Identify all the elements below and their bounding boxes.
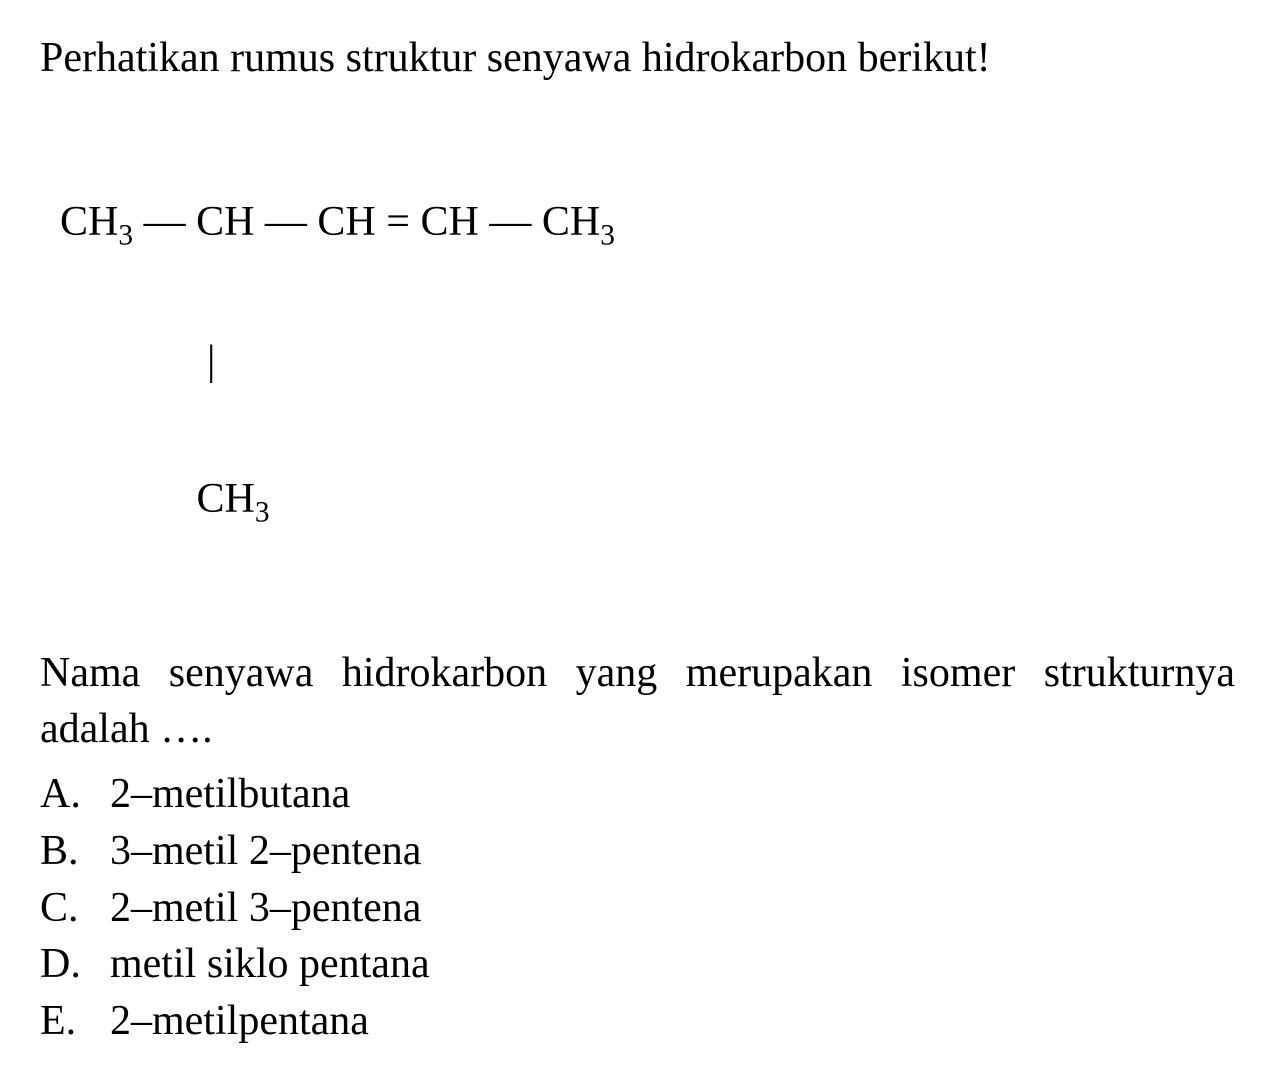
option-text: 2–metilpentana — [110, 993, 369, 1050]
option-text: metil siklo pentana — [110, 936, 430, 993]
question-prompt: Nama senyawa hidrokarbon yang merupakan … — [40, 645, 1235, 758]
option-text: 2–metilbutana — [110, 766, 350, 823]
page: Perhatikan rumus struktur senyawa hidrok… — [0, 0, 1275, 1080]
option-letter: A. — [40, 766, 110, 823]
option-letter: E. — [40, 993, 110, 1050]
group-ch3: CH3 — [197, 476, 270, 522]
formula-line-3: CH3 — [60, 476, 1235, 522]
group-ch3: CH3 — [542, 199, 615, 245]
option-c: C. 2–metil 3–pentena — [40, 880, 1235, 937]
option-text: 2–metil 3–pentena — [110, 880, 421, 937]
group-ch: CH — [317, 199, 375, 245]
group-ch3: CH3 — [60, 199, 133, 245]
option-e: E. 2–metilpentana — [40, 993, 1235, 1050]
bond-single: — — [479, 199, 542, 245]
option-letter: C. — [40, 880, 110, 937]
bond-single: — — [133, 199, 196, 245]
formula-line-1: CH3 — CH — CH = CH — CH3 — [60, 199, 1235, 245]
formula-line-2: | — [60, 338, 1235, 384]
bond-single: — — [254, 199, 317, 245]
option-letter: B. — [40, 823, 110, 880]
option-text: 3–metil 2–pentena — [110, 823, 421, 880]
bond-double: = — [376, 199, 421, 245]
option-a: A. 2–metilbutana — [40, 766, 1235, 823]
options-list: A. 2–metilbutana B. 3–metil 2–pentena C.… — [40, 766, 1235, 1049]
option-b: B. 3–metil 2–pentena — [40, 823, 1235, 880]
question-stem: Perhatikan rumus struktur senyawa hidrok… — [40, 30, 1235, 87]
group-ch: CH — [420, 199, 478, 245]
option-letter: D. — [40, 936, 110, 993]
group-ch: CH — [196, 199, 254, 245]
chemical-structure: CH3 — CH — CH = CH — CH3 | CH3 — [60, 107, 1235, 615]
option-d: D. metil siklo pentana — [40, 936, 1235, 993]
